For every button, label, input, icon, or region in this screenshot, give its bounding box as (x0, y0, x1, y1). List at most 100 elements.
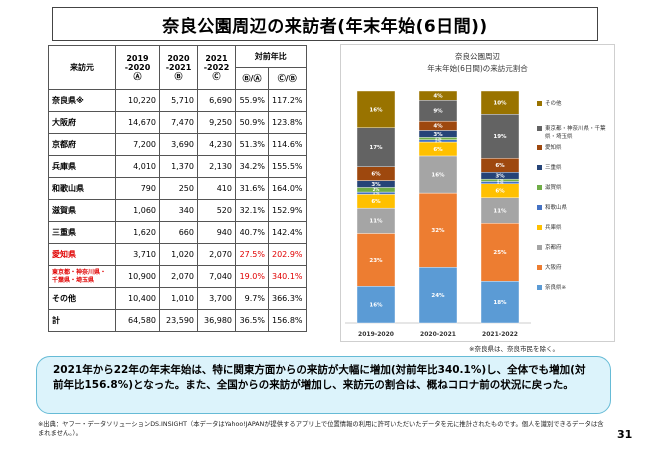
table-row: 京都府 7,200 3,690 4,230 51.3% 114.6% (48, 133, 307, 156)
bar-data-label: 18% (493, 300, 507, 306)
bar-segment (480, 90, 520, 115)
header-origin: 来訪元 (48, 45, 116, 90)
bar-data-label: 19% (493, 134, 507, 140)
bar-data-label: 1% (435, 136, 442, 141)
bar-segment (480, 281, 520, 324)
header-2021-2022: 2021 -2022 Ⓒ (197, 45, 236, 90)
row-2019-2020: 1,060 (115, 199, 160, 222)
row-ratio-cb: 152.9% (268, 199, 307, 222)
bar-data-label: 6% (433, 147, 443, 153)
bar-data-label: 11% (369, 219, 383, 225)
legend-label: 愛知県 (545, 143, 562, 151)
bar-segment (356, 127, 396, 168)
row-ratio-ba: 19.0% (235, 265, 269, 288)
x-tick-label: 2019-2020 (358, 331, 394, 338)
row-2021-2022: 9,250 (197, 111, 236, 134)
row-origin: 奈良県※ (48, 89, 116, 112)
row-2019-2020: 10,400 (115, 287, 160, 310)
bar-data-label: 4% (433, 94, 443, 100)
row-2021-2022: 3,700 (197, 287, 236, 310)
bar-data-label: 6% (371, 172, 381, 178)
row-2019-2020: 7,200 (115, 133, 160, 156)
table-row: 大阪府 14,670 7,470 9,250 50.9% 123.8% (48, 111, 307, 134)
row-2019-2020: 790 (115, 177, 160, 200)
table-row: 和歌山県 790 250 410 31.6% 164.0% (48, 177, 307, 200)
row-origin: 大阪府 (48, 111, 116, 134)
bar-segment (418, 90, 458, 101)
legend-swatch (537, 145, 542, 150)
table-row: 三重県 1,620 660 940 40.7% 142.4% (48, 221, 307, 244)
row-2020-2021: 5,710 (159, 89, 198, 112)
row-ratio-cb: 114.6% (268, 133, 307, 156)
row-ratio-ba: 32.1% (235, 199, 269, 222)
legend-label: 滋賀県 (545, 183, 562, 191)
legend-label: 大阪府 (545, 263, 562, 271)
header-cb: Ⓒ/Ⓑ (268, 67, 307, 90)
visitor-table: 来訪元 2019 -2020 Ⓐ 2020 -2021 Ⓑ 2021 -2022… (48, 45, 307, 332)
row-ratio-ba: 51.3% (235, 133, 269, 156)
legend-swatch (537, 285, 542, 290)
row-ratio-cb: 156.8% (268, 309, 307, 332)
row-origin: 愛知県 (48, 243, 116, 266)
chart-title: 奈良公園周辺 (455, 52, 500, 61)
row-ratio-ba: 34.2% (235, 155, 269, 178)
row-2020-2021: 7,470 (159, 111, 198, 134)
stacked-bar-chart: 16%23%11%6%1%2%3%6%17%16%2019-202024%32%… (345, 90, 606, 338)
legend-label: 三重県 (545, 163, 562, 171)
chart-panel: 奈良公園周辺 年末年始(6日間)の来訪元割合 16% 23% 11% 6% 1% 2% 3%… (340, 44, 615, 342)
row-ratio-cb: 155.5% (268, 155, 307, 178)
legend-label: 奈良県※ (545, 283, 567, 291)
legend-swatch (537, 245, 542, 250)
table-row: 東京都・神奈川県・ 千葉県・埼玉県 10,900 2,070 7,040 19.0% 34… (48, 265, 307, 288)
row-2021-2022: 4,230 (197, 133, 236, 156)
row-ratio-cb: 142.4% (268, 221, 307, 244)
source-note: ※出典：ヤフー・データソリューションDS.INSIGHT（本データはYahoo!… (38, 421, 604, 437)
row-2019-2020: 10,900 (115, 265, 160, 288)
bar-segment (418, 192, 458, 268)
page-title: 奈良公園周辺の来訪者(年末年始(6日間)) (52, 7, 598, 41)
bar-data-label: 6% (371, 199, 381, 205)
x-tick-label: 2020-2021 (420, 331, 456, 338)
row-origin: 三重県 (48, 221, 116, 244)
row-2020-2021: 1,010 (159, 287, 198, 310)
row-2020-2021: 1,370 (159, 155, 198, 178)
bar-segment (356, 233, 396, 287)
legend-swatch (537, 165, 542, 170)
bar-data-label: 3% (433, 132, 443, 138)
table-row: 愛知県 3,710 1,020 2,070 27.5% 202.9% (48, 243, 307, 266)
bar-data-label: 9% (433, 109, 443, 115)
bar-data-label: 16% (369, 107, 383, 113)
bar-data-label: 6% (495, 189, 505, 195)
table-row: 兵庫県 4,010 1,370 2,130 34.2% 155.5% (48, 155, 307, 178)
bar-segment (480, 197, 520, 224)
legend-swatch (537, 265, 542, 270)
bar-data-label: 6% (495, 163, 505, 169)
row-ratio-ba: 40.7% (235, 221, 269, 244)
bar-data-label: 1% (497, 180, 504, 185)
x-tick-label: 2021-2022 (482, 331, 518, 338)
row-origin: 計 (48, 309, 116, 332)
row-origin: その他 (48, 287, 116, 310)
row-ratio-cb: 164.0% (268, 177, 307, 200)
legend-swatch (537, 126, 542, 131)
row-2020-2021: 1,020 (159, 243, 198, 266)
bar-data-label: 4% (433, 124, 443, 130)
row-2019-2020: 3,710 (115, 243, 160, 266)
row-2019-2020: 14,670 (115, 111, 160, 134)
bar-data-label: 1% (435, 138, 442, 143)
row-2021-2022: 410 (197, 177, 236, 200)
page-number: 31 (617, 428, 633, 441)
summary-callout: 2021年から22年の年末年始は、特に関東方面からの来訪が大幅に増加(対前年比3… (36, 356, 611, 414)
header-ba: Ⓑ/Ⓐ (235, 67, 269, 90)
row-2021-2022: 36,980 (197, 309, 236, 332)
row-2020-2021: 3,690 (159, 133, 198, 156)
row-ratio-cb: 340.1% (268, 265, 307, 288)
row-ratio-ba: 55.9% (235, 89, 269, 112)
row-2021-2022: 6,690 (197, 89, 236, 112)
bar-data-label: 3% (371, 182, 381, 188)
table-row: その他 10,400 1,010 3,700 9.7% 366.3% (48, 287, 307, 310)
chart-subtitle: 年末年始(6日間)の来訪元割合 (427, 64, 528, 73)
row-origin: 東京都・神奈川県・ 千葉県・埼玉県 (48, 265, 116, 288)
row-ratio-ba: 27.5% (235, 243, 269, 266)
row-origin: 和歌山県 (48, 177, 116, 200)
